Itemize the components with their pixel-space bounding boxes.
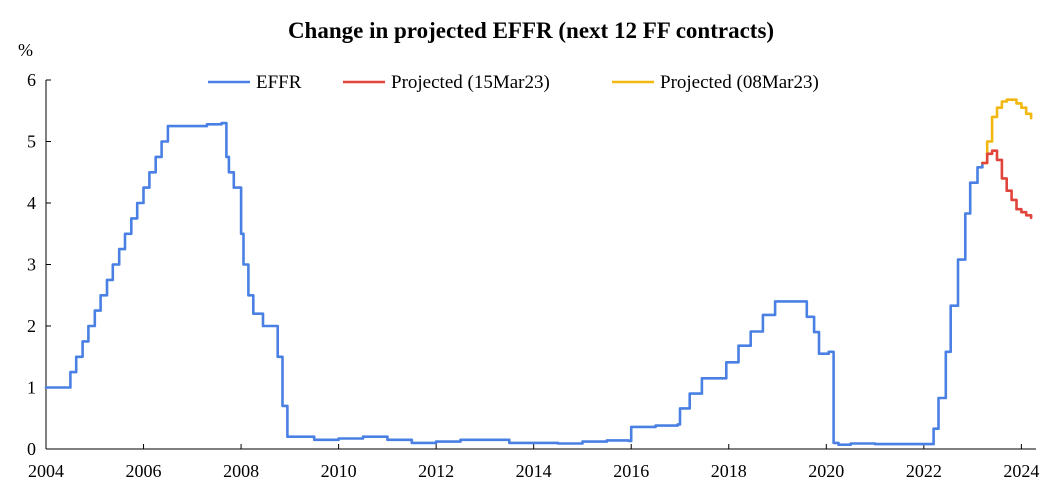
y-tick-label: 0 bbox=[27, 439, 36, 459]
x-tick-label: 2004 bbox=[28, 461, 64, 481]
x-tick-label: 2010 bbox=[321, 461, 357, 481]
y-tick-label: 1 bbox=[27, 378, 36, 398]
y-tick-label: 5 bbox=[27, 132, 36, 152]
y-tick-label: 2 bbox=[27, 316, 36, 336]
series-line-2 bbox=[981, 98, 1033, 165]
y-tick-label: 6 bbox=[27, 70, 36, 90]
series-line-0 bbox=[44, 121, 984, 446]
y-tick-label: 3 bbox=[27, 255, 36, 275]
x-tick-label: 2008 bbox=[223, 461, 259, 481]
x-tick-label: 2016 bbox=[613, 461, 649, 481]
x-tick-label: 2022 bbox=[906, 461, 942, 481]
x-tick-label: 2018 bbox=[711, 461, 747, 481]
series-line-1 bbox=[981, 149, 1033, 220]
legend-label-1: Projected (15Mar23) bbox=[391, 72, 550, 93]
legend-layer: EFFR Projected (15Mar23) Projected (08Mar2… bbox=[208, 72, 819, 93]
x-tick-label: 2012 bbox=[418, 461, 454, 481]
legend-label-2: Projected (08Mar23) bbox=[660, 72, 819, 93]
legend-label-0: EFFR bbox=[256, 72, 302, 93]
x-tick-label: 2024 bbox=[1003, 461, 1039, 481]
series-layer bbox=[44, 98, 1033, 446]
x-tick-label: 2006 bbox=[126, 461, 162, 481]
y-axis-unit-label: % bbox=[18, 40, 33, 60]
y-tick-label: 4 bbox=[27, 193, 36, 213]
x-tick-label: 2020 bbox=[808, 461, 844, 481]
axes-layer: 0 1 2 3 4 5 6% 2004 2006 2008 2010 2012 2014 2016 2018… bbox=[18, 40, 1039, 481]
chart-title: Change in projected EFFR (next 12 FF con… bbox=[287, 18, 775, 43]
x-tick-label: 2014 bbox=[516, 461, 552, 481]
